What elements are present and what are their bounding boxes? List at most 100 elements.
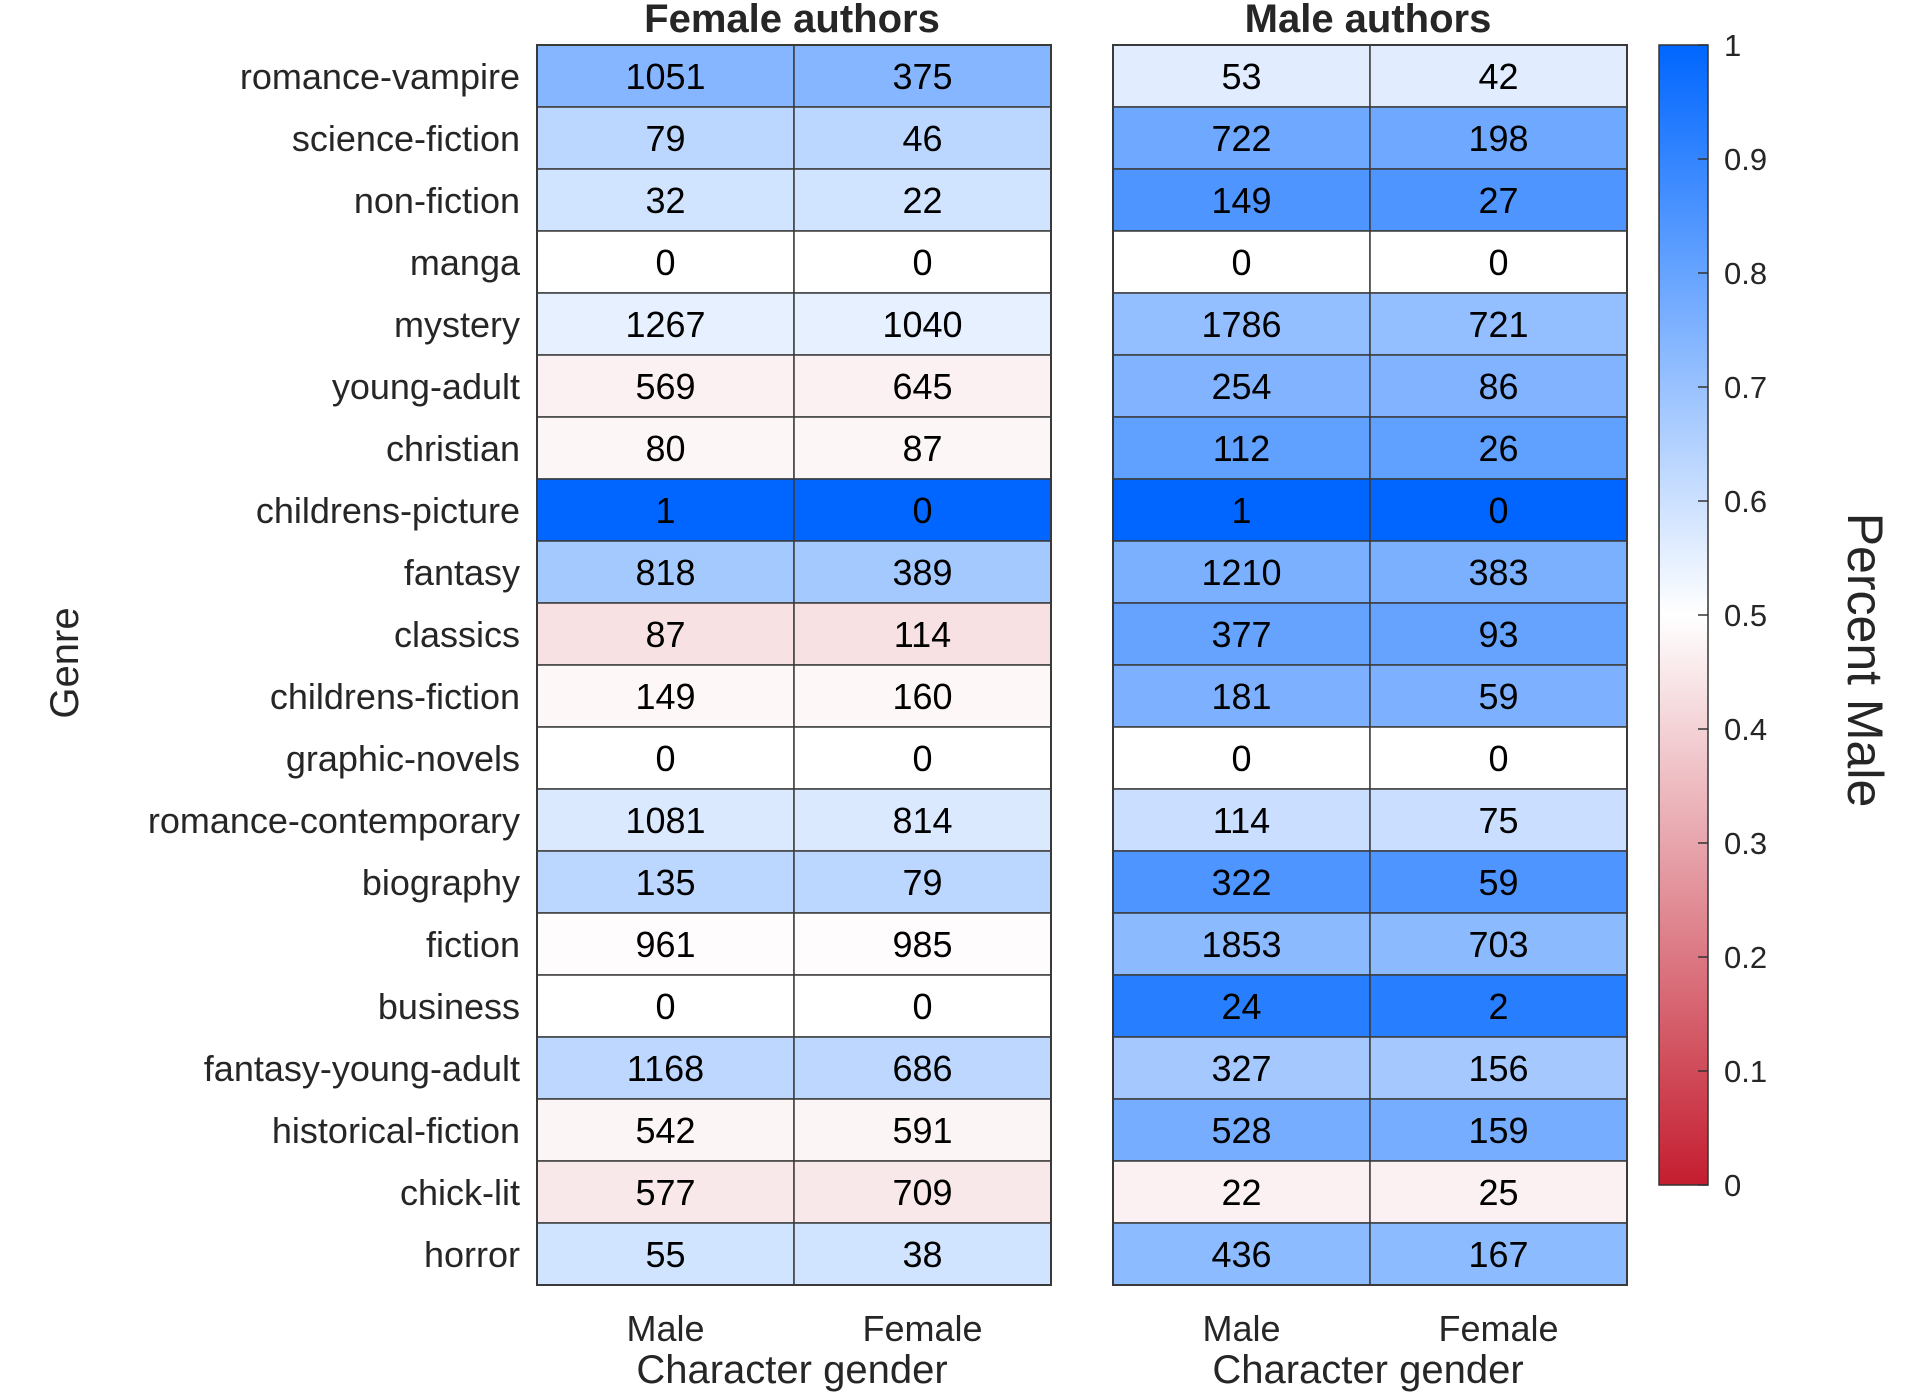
panel-frame bbox=[1112, 44, 1628, 1286]
cell-value: 0 bbox=[912, 986, 932, 1027]
heatmap-cell bbox=[1369, 44, 1628, 108]
cell-value: 149 bbox=[635, 676, 695, 717]
cell-value: 686 bbox=[892, 1048, 952, 1089]
cell-value: 0 bbox=[1488, 738, 1508, 779]
genre-label: biography bbox=[362, 862, 520, 903]
colorbar-ticks: 0 0.1 0.2 0.3 0.4 0.5 0.6 0.7 0.8 0.9 1 bbox=[1698, 28, 1767, 1203]
cell-value: 528 bbox=[1211, 1110, 1271, 1151]
cell-value: 87 bbox=[902, 428, 942, 469]
heatmap-cell bbox=[1112, 1036, 1371, 1100]
genre-label: young-adult bbox=[332, 366, 520, 407]
heatmap-cell bbox=[1369, 540, 1628, 604]
cell-value: 1853 bbox=[1201, 924, 1281, 965]
cell-value: 0 bbox=[912, 242, 932, 283]
cell-value: 0 bbox=[912, 738, 932, 779]
cell-value: 59 bbox=[1478, 862, 1518, 903]
heatmap-cell bbox=[793, 540, 1052, 604]
panel-frame bbox=[536, 44, 1052, 1286]
cell-value: 322 bbox=[1211, 862, 1271, 903]
genre-label: business bbox=[378, 986, 520, 1027]
cell-value: 46 bbox=[902, 118, 942, 159]
cell-value: 2 bbox=[1488, 986, 1508, 1027]
cell-value: 721 bbox=[1468, 304, 1528, 345]
colorbar-tick-label: 0.5 bbox=[1724, 598, 1767, 633]
heatmap-cell bbox=[1112, 788, 1371, 852]
heatmap-cell bbox=[1369, 230, 1628, 294]
heatmap-cell bbox=[793, 416, 1052, 480]
genre-label: classics bbox=[394, 614, 520, 655]
genre-label: christian bbox=[386, 428, 520, 469]
x-axis-label-female-authors: Character gender bbox=[636, 1348, 947, 1392]
cell-value: 22 bbox=[902, 180, 942, 221]
genre-label: non-fiction bbox=[354, 180, 520, 221]
cell-value: 383 bbox=[1468, 552, 1528, 593]
heatmap-cell bbox=[793, 168, 1052, 232]
heatmap-cell bbox=[536, 602, 795, 666]
cell-value: 0 bbox=[655, 738, 675, 779]
genre-label: horror bbox=[424, 1234, 520, 1275]
heatmap-cell bbox=[536, 1222, 795, 1286]
cell-value: 1051 bbox=[625, 56, 705, 97]
cell-value: 38 bbox=[902, 1234, 942, 1275]
heatmap-cell bbox=[536, 106, 795, 170]
cell-value: 181 bbox=[1211, 676, 1271, 717]
heatmap-cell bbox=[1369, 1036, 1628, 1100]
cell-value: 569 bbox=[635, 366, 695, 407]
colorbar-tick-label: 1 bbox=[1724, 28, 1741, 63]
cell-value: 1081 bbox=[625, 800, 705, 841]
cell-value: 0 bbox=[1231, 242, 1251, 283]
panel-title-female-authors: Female authors bbox=[644, 0, 940, 41]
cell-value: 327 bbox=[1211, 1048, 1271, 1089]
cell-value: 0 bbox=[1488, 242, 1508, 283]
cell-value: 79 bbox=[645, 118, 685, 159]
x-axis-label-male-authors: Character gender bbox=[1212, 1348, 1523, 1392]
genre-label: childrens-picture bbox=[256, 490, 520, 531]
male-authors-heatmap: 53 42 722 198 149 27 0 0 1786 721 254 86 112 26 1 0 1210… bbox=[1112, 44, 1628, 1286]
cell-value: 86 bbox=[1478, 366, 1518, 407]
genre-label: chick-lit bbox=[400, 1172, 520, 1213]
heatmap-cell bbox=[1369, 292, 1628, 356]
cell-value: 159 bbox=[1468, 1110, 1528, 1151]
heatmap-cell bbox=[1369, 168, 1628, 232]
heatmap-cell bbox=[793, 106, 1052, 170]
cell-value: 149 bbox=[1211, 180, 1271, 221]
colorbar-tick-label: 0.7 bbox=[1724, 370, 1767, 405]
heatmap-cell bbox=[1369, 788, 1628, 852]
heatmap-cell bbox=[1112, 664, 1371, 728]
cell-value: 961 bbox=[635, 924, 695, 965]
cell-value: 1 bbox=[1231, 490, 1251, 531]
genre-label: fantasy bbox=[404, 552, 520, 593]
cell-value: 0 bbox=[912, 490, 932, 531]
cell-value: 75 bbox=[1478, 800, 1518, 841]
y-axis-label: Genre bbox=[43, 607, 87, 718]
cell-value: 254 bbox=[1211, 366, 1271, 407]
heatmap-cell bbox=[536, 726, 795, 790]
genre-label: romance-contemporary bbox=[148, 800, 520, 841]
heatmap-cell bbox=[536, 1160, 795, 1224]
heatmap-cell bbox=[1369, 416, 1628, 480]
cell-value: 709 bbox=[892, 1172, 952, 1213]
heatmap-cell bbox=[793, 292, 1052, 356]
cell-value: 542 bbox=[635, 1110, 695, 1151]
genre-label: graphic-novels bbox=[286, 738, 520, 779]
cell-value: 55 bbox=[645, 1234, 685, 1275]
cell-value: 591 bbox=[892, 1110, 952, 1151]
heatmap-cell bbox=[1112, 540, 1371, 604]
colorbar-label: Percent Male bbox=[1837, 513, 1893, 808]
cell-value: 0 bbox=[1231, 738, 1251, 779]
heatmap-cell bbox=[1112, 850, 1371, 914]
cell-value: 53 bbox=[1221, 56, 1261, 97]
cell-value: 703 bbox=[1468, 924, 1528, 965]
cell-value: 114 bbox=[1213, 800, 1270, 841]
cell-value: 114 bbox=[894, 614, 951, 655]
x-tick-label: Male bbox=[626, 1308, 704, 1349]
cell-value: 377 bbox=[1211, 614, 1271, 655]
cell-value: 27 bbox=[1478, 180, 1518, 221]
colorbar-tick-label: 0.2 bbox=[1724, 940, 1767, 975]
cell-value: 59 bbox=[1478, 676, 1518, 717]
x-tick-label: Female bbox=[1438, 1308, 1558, 1349]
cell-value: 79 bbox=[902, 862, 942, 903]
heatmap-cell bbox=[793, 602, 1052, 666]
cell-value: 22 bbox=[1221, 1172, 1261, 1213]
